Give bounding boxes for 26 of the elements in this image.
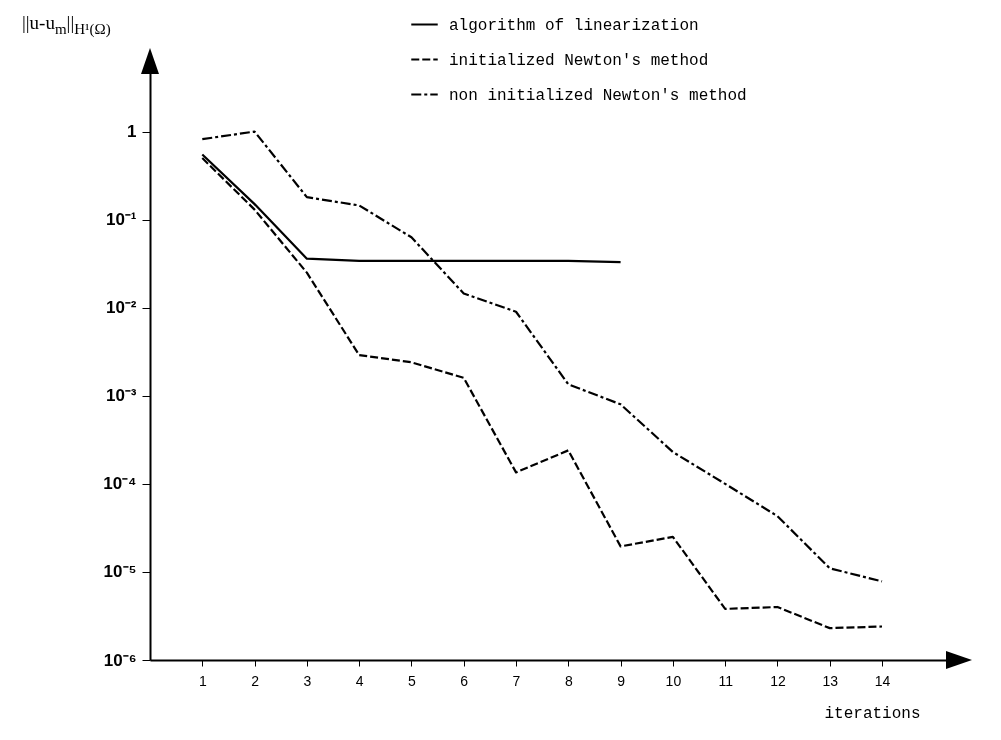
y-axis-title: ||u-u$_{m}$||$_{H¹(Ω)}$ — [22, 12, 111, 38]
x-tick-label: 9 — [617, 672, 626, 689]
x-axis-title: iterations — [824, 704, 921, 723]
legend-label: algorithm of linearization — [449, 16, 699, 35]
y-tick-label: 10⁻⁴ — [103, 474, 137, 494]
x-tick-label: 4 — [355, 672, 364, 689]
x-tick-label: 1 — [198, 672, 207, 689]
y-tick-label: 10⁻² — [105, 298, 137, 318]
legend-label: initialized Newton's method — [449, 51, 709, 70]
legend-label: non initialized Newton's method — [449, 86, 747, 105]
x-tick-label: 14 — [874, 672, 891, 689]
y-tick-label: 10⁻³ — [105, 386, 137, 406]
x-tick-label: 8 — [564, 672, 573, 689]
x-tick-label: 5 — [408, 672, 417, 689]
x-tick-label: 7 — [512, 672, 521, 689]
y-tick-label: 1 — [127, 122, 137, 142]
y-tick-label: 10⁻⁶ — [103, 650, 137, 670]
x-tick-label: 12 — [770, 672, 786, 689]
x-tick-label: 6 — [460, 672, 469, 689]
x-tick-label: 10 — [665, 672, 682, 689]
x-tick-label: 13 — [822, 672, 839, 689]
x-tick-label: 2 — [251, 672, 260, 689]
y-tick-label: 10⁻¹ — [105, 210, 137, 230]
y-tick-label: 10⁻⁵ — [103, 562, 137, 582]
x-tick-label: 11 — [718, 672, 734, 689]
x-tick-label: 3 — [303, 672, 312, 689]
